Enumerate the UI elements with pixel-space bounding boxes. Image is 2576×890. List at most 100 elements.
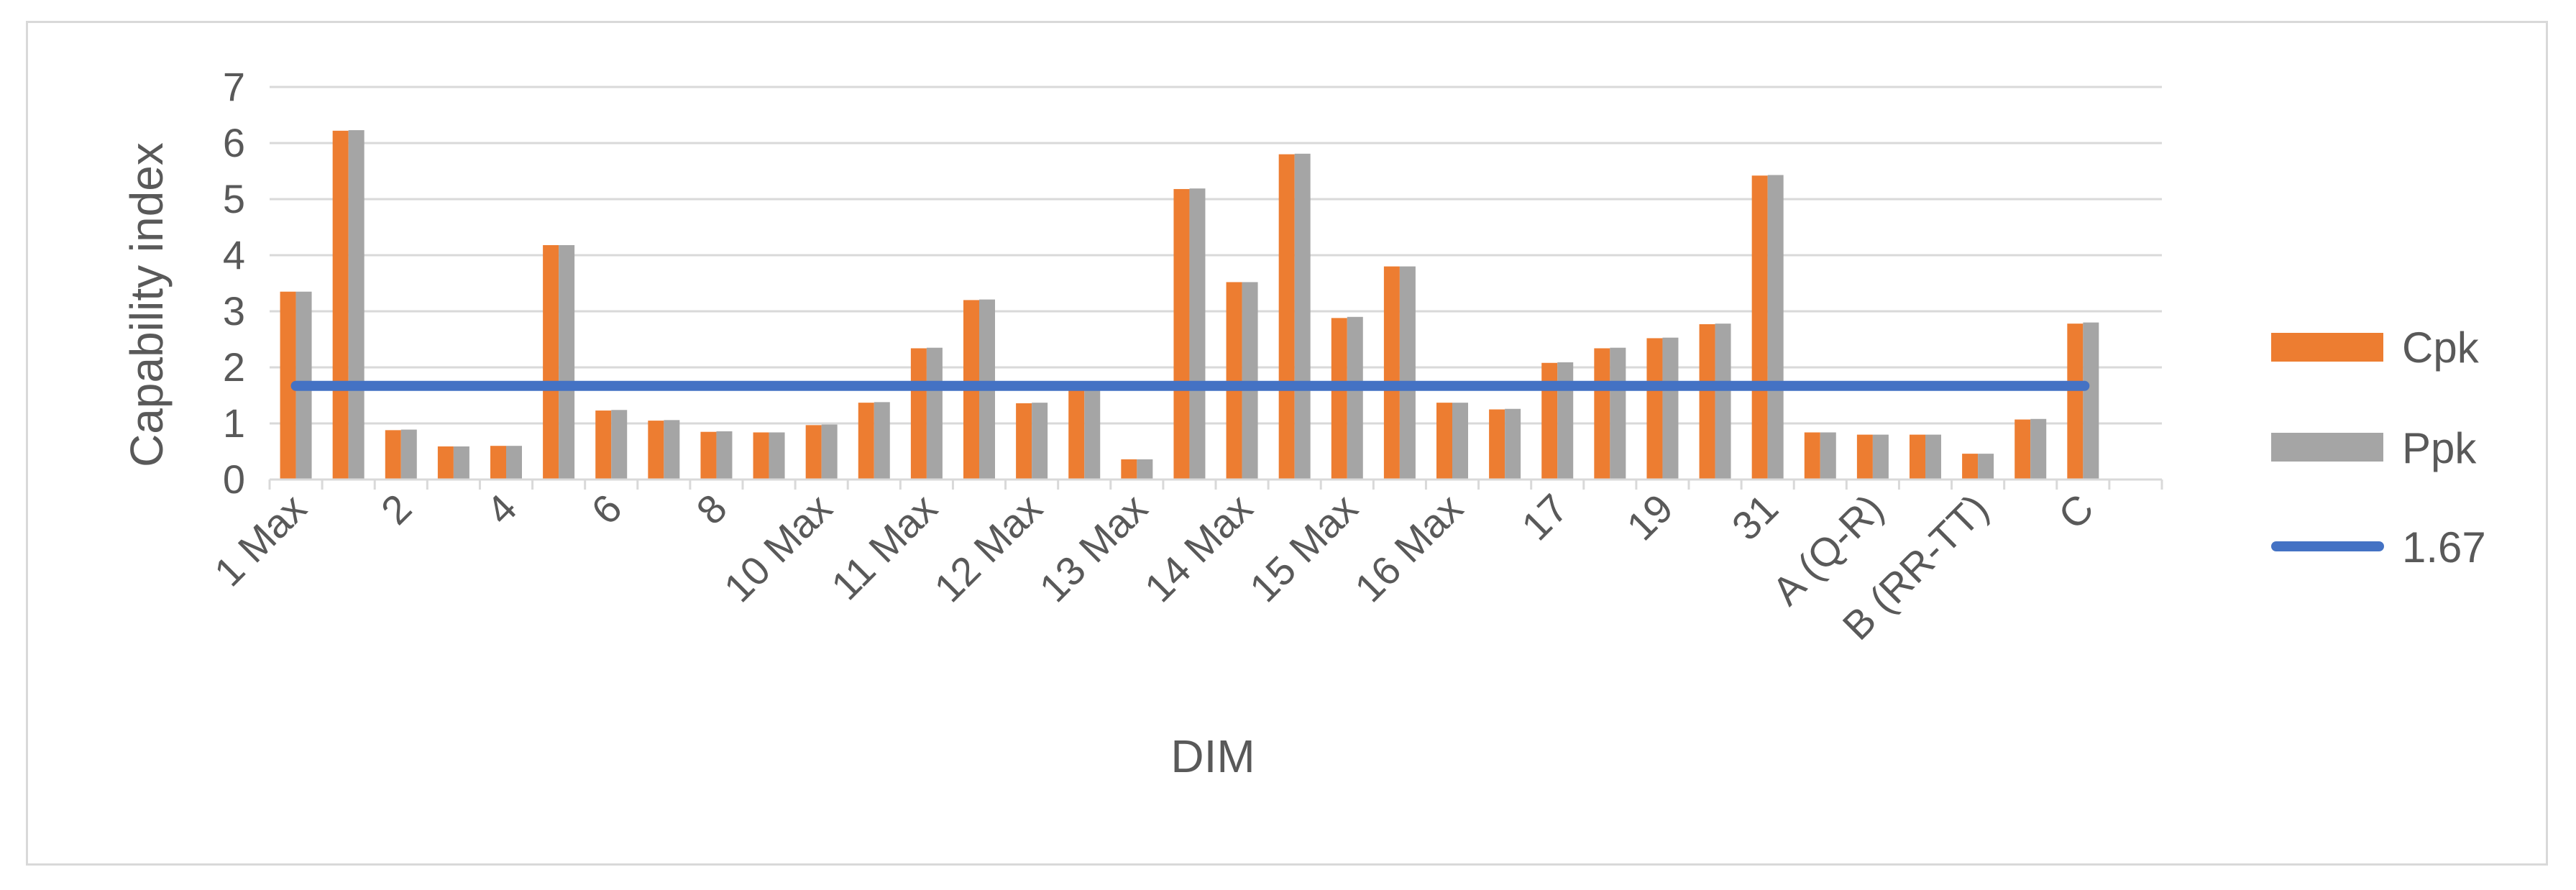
bar-ppk-32 bbox=[1820, 432, 1836, 480]
x-tick-label-14-max: 14 Max bbox=[1136, 485, 1261, 610]
bar-ppk-12-max bbox=[1032, 403, 1048, 480]
bar-ppk-3 bbox=[453, 446, 469, 480]
bar-ppk-b-rr-tt bbox=[1978, 454, 1994, 480]
bar-cpk-a-q-r bbox=[1856, 434, 1873, 480]
bar-cpk-14-max bbox=[1226, 282, 1242, 480]
bar-ppk-7 bbox=[664, 420, 680, 480]
bar-ppk-6 bbox=[611, 410, 628, 480]
bar-cpk-5 bbox=[543, 244, 559, 480]
bar-ppk-10-max bbox=[821, 424, 838, 480]
legend-label-ppk: Ppk bbox=[2402, 424, 2477, 472]
bar-ppk-10-min bbox=[874, 402, 890, 480]
legend-swatch-ppk bbox=[2271, 433, 2383, 462]
x-tick-label-13-max: 13 Max bbox=[1030, 485, 1155, 610]
bar-cpk-13-max bbox=[1121, 459, 1137, 480]
x-tick-label-11-max: 11 Max bbox=[822, 485, 945, 608]
bar-ppk-8 bbox=[716, 431, 733, 480]
bar-cpk-8 bbox=[700, 431, 717, 480]
y-tick-label-7: 7 bbox=[223, 64, 245, 109]
y-tick-label-0: 0 bbox=[223, 457, 245, 502]
bar-cpk-9 bbox=[753, 432, 769, 480]
legend-item-cpk: Cpk bbox=[2271, 324, 2480, 372]
bar-ppk-15-min bbox=[1399, 266, 1416, 480]
bar-ppk-17 bbox=[1557, 362, 1574, 480]
bar-cpk-15-max bbox=[1331, 318, 1347, 480]
bar-cpk-12-min bbox=[1068, 390, 1085, 480]
x-tick-label-12-max: 12 Max bbox=[925, 485, 1050, 610]
bar-cpk-4 bbox=[490, 446, 506, 480]
bar-ppk-4 bbox=[506, 446, 522, 480]
bar-ppk-14-max bbox=[1242, 282, 1258, 480]
x-tick-label-6: 6 bbox=[582, 485, 631, 533]
x-tick-label-19: 19 bbox=[1618, 485, 1682, 549]
bars bbox=[280, 130, 2099, 480]
bar-cpk-11-max bbox=[910, 348, 927, 480]
legend-item-reference: 1.67 bbox=[2271, 523, 2486, 572]
legend: Cpk Ppk 1.67 bbox=[2271, 324, 2486, 572]
x-tick-label-16-max: 16 Max bbox=[1346, 485, 1471, 610]
bar-cpk-b-ss-uu bbox=[2014, 419, 2031, 480]
bar-cpk-20 bbox=[1699, 324, 1715, 480]
y-tick-label-3: 3 bbox=[223, 288, 245, 334]
bar-cpk-12-max bbox=[1016, 403, 1032, 480]
legend-item-ppk: Ppk bbox=[2271, 424, 2477, 472]
bar-ppk-16-min bbox=[1505, 408, 1521, 480]
legend-label-cpk: Cpk bbox=[2402, 324, 2480, 372]
x-tick-label-8: 8 bbox=[687, 485, 735, 533]
bar-cpk-31 bbox=[1751, 175, 1768, 480]
bar-cpk-c bbox=[2067, 324, 2084, 480]
x-tick-label-17: 17 bbox=[1513, 485, 1577, 549]
bar-ppk-18 bbox=[1610, 347, 1626, 480]
bar-ppk-14-min bbox=[1294, 153, 1311, 480]
bar-cpk-7 bbox=[648, 421, 664, 480]
y-tick-label-4: 4 bbox=[223, 232, 245, 277]
bar-cpk-a-s-t bbox=[1910, 434, 1925, 480]
bar-cpk-17 bbox=[1541, 362, 1558, 480]
bar-cpk-15-min bbox=[1383, 266, 1400, 480]
bar-cpk-6 bbox=[595, 410, 612, 480]
x-tick-label-c: C bbox=[2050, 485, 2102, 538]
bar-ppk-a-s-t bbox=[1925, 434, 1941, 480]
bar-cpk-32 bbox=[1804, 432, 1820, 480]
bar-ppk-31 bbox=[1767, 175, 1784, 480]
bar-ppk-13-max bbox=[1137, 459, 1153, 480]
bar-cpk-19 bbox=[1646, 338, 1663, 480]
legend-swatch-cpk bbox=[2271, 333, 2383, 362]
bar-cpk-18 bbox=[1594, 348, 1610, 480]
y-tick-label-6: 6 bbox=[223, 120, 245, 165]
x-tick-label-15-max: 15 Max bbox=[1241, 485, 1366, 610]
bar-ppk-a-q-r bbox=[1872, 434, 1889, 480]
chart-area: 1 Max 2 4 6 8 10 Max 11 Max 12 Max 13 Max 14 Max 1… bbox=[26, 21, 2548, 866]
bar-ppk-b-ss-uu bbox=[2030, 418, 2047, 480]
bar-cpk-14-min bbox=[1278, 154, 1295, 480]
x-tick-label-31: 31 bbox=[1723, 485, 1787, 549]
legend-label-reference: 1.67 bbox=[2402, 523, 2486, 572]
y-tick-label-2: 2 bbox=[223, 344, 245, 390]
bar-ppk-20 bbox=[1715, 324, 1731, 480]
bar-cpk-3 bbox=[437, 446, 454, 480]
bar-ppk-c bbox=[2083, 322, 2099, 480]
bar-cpk-1-max bbox=[280, 291, 296, 480]
x-tick-label-4: 4 bbox=[477, 485, 526, 533]
bar-ppk-15-max bbox=[1347, 316, 1363, 480]
y-axis-title: Capability index bbox=[121, 142, 173, 467]
bar-ppk-13-min bbox=[1189, 188, 1206, 480]
bar-ppk-2 bbox=[400, 429, 417, 480]
series-cpk bbox=[280, 130, 2084, 480]
x-tick-label-1-max: 1 Max bbox=[206, 485, 315, 595]
gridlines bbox=[270, 86, 2162, 425]
series-ppk bbox=[295, 130, 2099, 480]
bar-cpk-16-min bbox=[1489, 409, 1505, 480]
bar-ppk-1-min bbox=[348, 130, 365, 480]
bar-cpk-1-min bbox=[332, 130, 349, 480]
bar-ppk-19 bbox=[1662, 337, 1679, 480]
y-axis: 0 1 2 3 4 5 6 7 bbox=[223, 64, 245, 502]
bar-ppk-9 bbox=[769, 432, 785, 480]
bar-ppk-16-max bbox=[1452, 403, 1468, 480]
bar-cpk-10-max bbox=[805, 425, 822, 480]
x-tick-label-2: 2 bbox=[372, 485, 421, 533]
bar-cpk-13-min bbox=[1173, 188, 1190, 480]
bar-ppk-12-min bbox=[1084, 390, 1101, 480]
